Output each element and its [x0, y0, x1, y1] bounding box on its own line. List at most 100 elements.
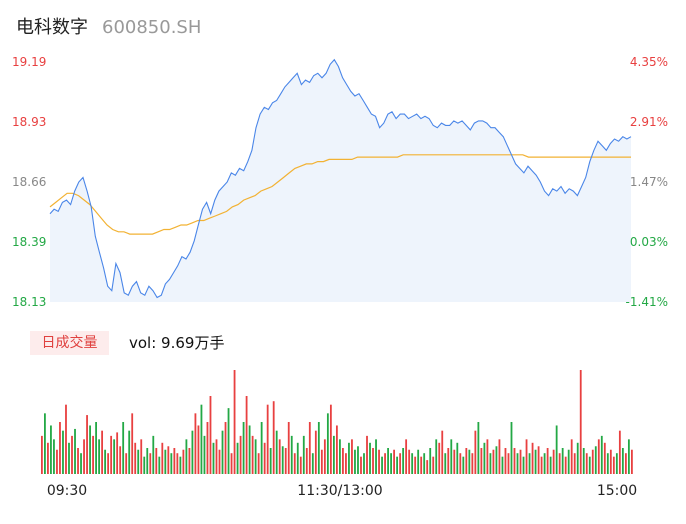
volume-bar [239, 435, 242, 474]
volume-bar [447, 448, 450, 474]
percent-tick-label: 0.03% [630, 235, 668, 249]
volume-bar [62, 430, 64, 474]
volume-bar [107, 453, 110, 474]
volume-bar [423, 453, 426, 474]
volume-bar [600, 435, 603, 474]
volume-bar [173, 448, 176, 474]
volume-bar [272, 401, 275, 474]
volume-bar [516, 453, 519, 474]
volume-bar [185, 439, 188, 474]
volume-bar [426, 460, 429, 474]
volume-bar [56, 449, 58, 474]
volume-bar [582, 448, 585, 474]
volume-bar [558, 453, 561, 474]
volume-bar [197, 425, 200, 474]
volume-bar [474, 430, 477, 474]
volume-bar [483, 442, 486, 474]
volume-bar [522, 456, 525, 474]
volume-bar [137, 449, 140, 474]
price-line [49, 58, 632, 299]
volume-readout: vol: 9.69万手 [129, 334, 225, 352]
volume-bar [200, 404, 203, 474]
volume-bar [567, 449, 570, 474]
volume-bar [299, 456, 302, 474]
volume-bar [411, 453, 414, 474]
volume-bar [357, 446, 359, 474]
volume-bar [224, 422, 227, 474]
volume-bar [504, 448, 507, 474]
volume-bar [230, 453, 233, 474]
volume-bar [486, 439, 489, 474]
volume-bar [378, 449, 380, 474]
volume-bar [417, 449, 420, 474]
volume-bar [275, 430, 278, 474]
daily-volume-tab[interactable]: 日成交量 [30, 331, 109, 355]
volume-bar [89, 425, 91, 474]
volume-bar [348, 442, 350, 474]
volume-bar [342, 448, 344, 474]
volume-bar [549, 456, 552, 474]
volume-bar [263, 442, 266, 474]
volume-bar [152, 435, 155, 474]
volume-bar [603, 442, 606, 474]
volume-bar [242, 422, 245, 474]
volume-bar [335, 425, 338, 474]
stock-name: 电科数字 [16, 17, 88, 38]
volume-bar [122, 422, 125, 474]
volume-bar [420, 456, 423, 474]
volume-bar [293, 453, 296, 474]
volume-bar [92, 435, 94, 474]
price-area-fill [50, 59, 631, 303]
volume-bar [372, 448, 374, 474]
volume-bar [570, 439, 573, 474]
volume-bar [149, 453, 152, 474]
volume-bar [302, 435, 305, 474]
volume-bar [585, 453, 588, 474]
volume-bar [450, 439, 453, 474]
volume-bar [74, 428, 76, 474]
volume-bar [269, 448, 272, 474]
volume-bar [414, 456, 417, 474]
volume-bar [543, 453, 546, 474]
volume-bar [501, 456, 504, 474]
volume-bar [158, 456, 161, 474]
volume-bar [311, 453, 314, 474]
percent-tick-label: 1.47% [630, 175, 668, 189]
volume-bar [236, 442, 239, 474]
volume-bar [146, 448, 149, 474]
volume-bar [101, 430, 104, 474]
volume-bar [125, 453, 128, 474]
volume-bar [525, 439, 528, 474]
volume-bar [351, 439, 353, 474]
volume-bar [155, 448, 158, 474]
volume-bar [176, 453, 179, 474]
volume-bar [375, 439, 377, 474]
volume-bar [612, 456, 615, 474]
volume-bar [251, 435, 254, 474]
volume-bar [555, 425, 558, 474]
volume-bar [339, 439, 341, 474]
volume-bar [305, 448, 308, 474]
volume-bar [519, 449, 522, 474]
price-tick-label: 18.93 [12, 115, 46, 129]
volume-bar [164, 449, 167, 474]
price-tick-label: 18.66 [12, 175, 46, 189]
volume-bar [209, 396, 212, 474]
volume-bar [191, 430, 194, 474]
volume-bar [257, 453, 260, 474]
volume-bar [113, 439, 116, 474]
time-axis-label: 09:30 [47, 483, 87, 499]
volume-bar [326, 413, 329, 474]
volume-bar [591, 449, 594, 474]
volume-bar [47, 442, 49, 474]
volume-bar [354, 449, 356, 474]
volume-bar [314, 430, 317, 474]
volume-bar [110, 435, 113, 474]
volume-bar [245, 396, 248, 474]
average-price-line [49, 154, 631, 235]
volume-bar [615, 453, 618, 474]
volume-bar [573, 453, 576, 474]
volume-bar [140, 439, 143, 474]
volume-bar [540, 456, 543, 474]
volume-bar [212, 442, 215, 474]
